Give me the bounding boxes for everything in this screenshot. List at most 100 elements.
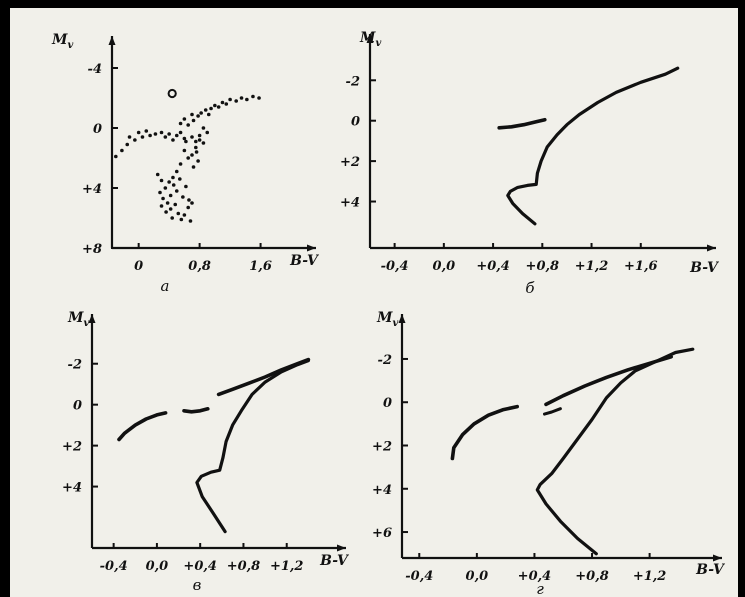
x-axis-arrow [337, 544, 346, 552]
scatter-point [174, 169, 179, 174]
sequence-curve-4 [182, 407, 210, 414]
y-tick-label: +4 [62, 481, 82, 496]
scatter-point [164, 210, 168, 214]
y-tick-label: +8 [82, 242, 102, 257]
scatter-point [190, 135, 194, 139]
y-axis-label-subscript: v [393, 318, 399, 329]
y-axis-label-subscript: v [68, 40, 74, 51]
scatter-point [159, 130, 164, 135]
y-tick-label: +2 [62, 440, 82, 455]
scatter-point [257, 96, 261, 100]
scatter-point [201, 141, 206, 145]
sequence-curve-3 [450, 404, 519, 461]
scatter-point [171, 138, 175, 142]
scatter-point [209, 106, 213, 111]
x-tick-label: +1,2 [575, 259, 609, 274]
sequence-curve-2 [216, 357, 311, 397]
sequence-curve-1 [535, 347, 695, 556]
scatter-point [174, 133, 179, 138]
x-tick-label: 1,6 [249, 259, 272, 274]
scatter-point [178, 177, 182, 181]
panel-c: -2 0 +2 +4 -0,4 0,0 +0,4 +0,8 +1,2 Mv B-V в [62, 310, 350, 594]
scatter-point [184, 184, 188, 189]
scatter-point [148, 133, 152, 138]
scatter-point [171, 183, 176, 187]
scatter-point [199, 111, 203, 115]
scatter-point [220, 100, 225, 105]
scatter-point [182, 136, 187, 141]
scatter-point [205, 130, 210, 135]
scatter-point [190, 201, 194, 205]
x-tick-label: -0,4 [381, 259, 409, 274]
scatter-point [182, 213, 187, 217]
scatter-point [168, 207, 173, 211]
y-tick-label: +2 [340, 155, 360, 170]
scatter-point [171, 175, 175, 180]
scatter-point [127, 135, 132, 139]
scatter-point [120, 148, 124, 153]
y-tick-label: 0 [351, 115, 360, 130]
scatter-point [163, 135, 168, 139]
scatter-point [184, 139, 188, 144]
scatter-point [182, 117, 187, 121]
y-axis-arrow [108, 36, 116, 45]
x-axis-arrow [307, 244, 316, 252]
x-tick-label: 0,8 [188, 259, 211, 274]
y-axis-label: Mv [67, 310, 90, 329]
scatter-point [163, 186, 168, 190]
hr-diagrams-figure: -4 0 +4 +8 0 0,8 1,6 Mv B-V а -2 0 +2 +4 -0,4 0,0 +0,4 +… [51, 30, 726, 597]
scatter-point [196, 159, 200, 163]
scatter-point [191, 165, 196, 169]
sequence-curve-2 [497, 117, 547, 130]
scatter-point [197, 138, 202, 142]
scatter-point [170, 216, 174, 220]
open-point [167, 88, 177, 99]
scatter-point [216, 105, 221, 109]
scatter-point [153, 132, 158, 136]
scatter-point [196, 114, 200, 118]
scatter-point [190, 112, 194, 117]
scatter-point [239, 96, 244, 100]
y-axis-label: Mv [376, 310, 399, 329]
sequence-curve-1 [506, 66, 680, 226]
y-axis-arrow [398, 314, 406, 323]
scatter-point [159, 204, 164, 208]
scatter-point [213, 103, 217, 108]
scatter-point [159, 178, 164, 183]
scatter-point [190, 153, 194, 157]
panel-d: -2 0 +2 +4 +6 -0,4 0,0 +0,4 +0,8 +1,2 Mv B-V г [372, 310, 726, 597]
y-axis-arrow [366, 34, 374, 43]
scatter-point [191, 118, 196, 123]
y-tick-label: +4 [82, 182, 102, 197]
x-axis-label: B-V [319, 553, 350, 569]
y-tick-label: +6 [372, 526, 392, 541]
scatter-point [125, 142, 130, 147]
y-tick-label: 0 [73, 399, 82, 414]
figure-page: -4 0 +4 +8 0 0,8 1,6 Mv B-V а -2 0 +2 +4 -0,4 0,0 +0,4 +… [10, 8, 738, 597]
y-axis-label-subscript: v [84, 318, 90, 329]
scatter-point [194, 150, 199, 154]
y-tick-label: +2 [372, 440, 392, 455]
y-tick-label: +4 [340, 196, 360, 211]
scatter-point [178, 121, 183, 126]
scatter-point [136, 130, 141, 135]
scatter-point [181, 195, 185, 199]
scatter-point [174, 189, 179, 193]
scatter-point [186, 205, 190, 210]
scatter-point [144, 129, 149, 133]
panel-label: а [161, 277, 170, 295]
x-axis-label: B-V [289, 253, 320, 269]
x-tick-label: +0,4 [518, 569, 552, 584]
scatter-point [176, 211, 181, 216]
scatter-point [133, 138, 137, 142]
x-tick-label: 0,0 [146, 559, 169, 574]
scatter-point [158, 190, 162, 195]
scatter-point [178, 130, 183, 135]
scatter-point [194, 139, 198, 144]
x-tick-label: +0,4 [183, 559, 217, 574]
y-tick-label: +4 [372, 483, 392, 498]
y-tick-label: 0 [383, 396, 392, 411]
scatter-point [168, 193, 173, 198]
scatter-point [155, 172, 160, 177]
